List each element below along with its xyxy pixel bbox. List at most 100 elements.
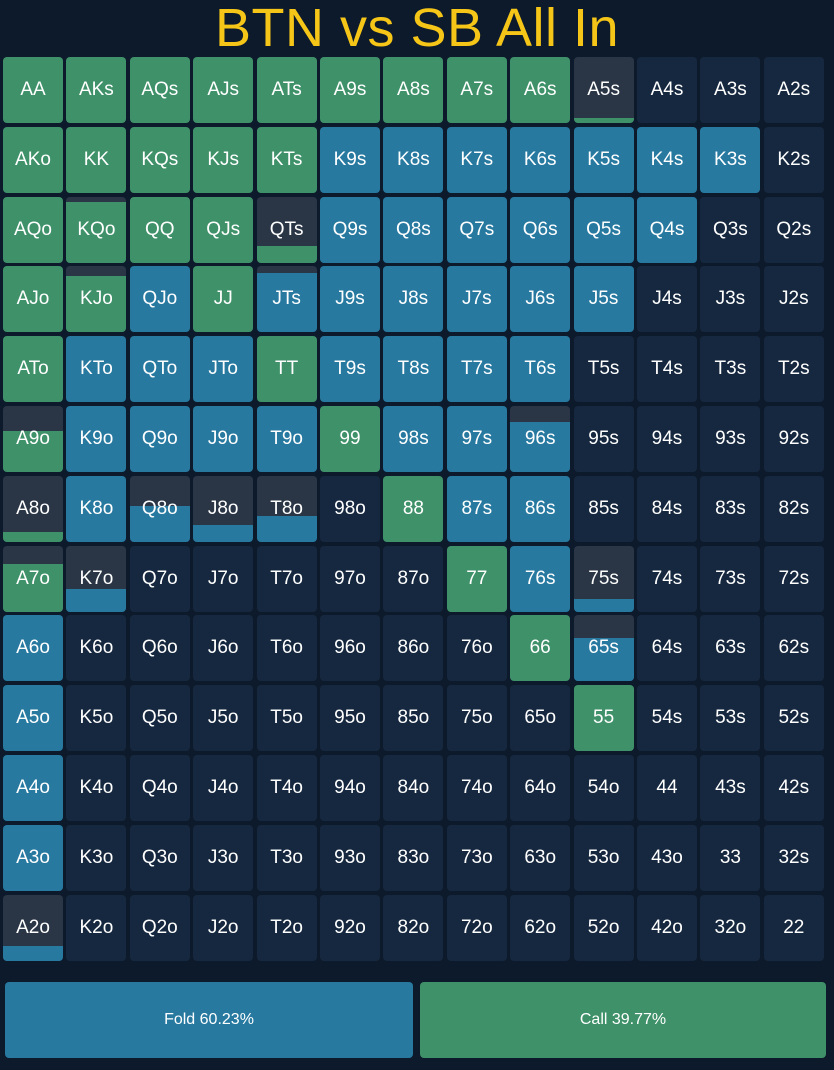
hand-cell[interactable]: 98s	[383, 406, 444, 472]
hand-cell[interactable]: 86s	[510, 475, 571, 542]
hand-cell[interactable]: K7s	[446, 126, 507, 193]
hand-cell[interactable]: 84o	[383, 755, 444, 821]
hand-cell[interactable]: JJ	[193, 266, 254, 333]
hand-cell[interactable]: J8o	[193, 475, 254, 542]
hand-cell[interactable]: Q3s	[700, 196, 761, 263]
call-legend-button[interactable]: Call 39.77%	[420, 982, 826, 1058]
hand-cell[interactable]: 72o	[446, 894, 507, 961]
hand-cell[interactable]: 43s	[700, 755, 761, 821]
hand-cell[interactable]: K4o	[66, 755, 127, 821]
hand-cell[interactable]: K8o	[66, 475, 127, 542]
hand-cell[interactable]: QTo	[129, 336, 190, 403]
hand-cell[interactable]: KQo	[66, 196, 127, 263]
hand-cell[interactable]: 63o	[510, 824, 571, 891]
hand-cell[interactable]: Q4o	[129, 755, 190, 821]
hand-cell[interactable]: 76o	[446, 615, 507, 682]
hand-cell[interactable]: 75s	[573, 545, 634, 612]
hand-cell[interactable]: 64o	[510, 755, 571, 821]
hand-cell[interactable]: ATs	[256, 57, 317, 123]
hand-cell[interactable]: 43o	[637, 824, 697, 891]
hand-cell[interactable]: AKo	[3, 126, 63, 193]
hand-cell[interactable]: T2o	[256, 894, 317, 961]
hand-cell[interactable]: 74o	[446, 755, 507, 821]
hand-cell[interactable]: 73s	[700, 545, 761, 612]
hand-cell[interactable]: JTs	[256, 266, 317, 333]
hand-cell[interactable]: J2s	[763, 266, 824, 333]
hand-cell[interactable]: 82o	[383, 894, 444, 961]
hand-cell[interactable]: K5o	[66, 685, 127, 752]
hand-cell[interactable]: T5o	[256, 685, 317, 752]
hand-cell[interactable]: Q3o	[129, 824, 190, 891]
hand-cell[interactable]: A8o	[3, 475, 63, 542]
hand-cell[interactable]: Q9s	[320, 196, 380, 263]
hand-cell[interactable]: J2o	[193, 894, 254, 961]
hand-cell[interactable]: AJo	[3, 266, 63, 333]
hand-cell[interactable]: 86o	[383, 615, 444, 682]
hand-cell[interactable]: K3o	[66, 824, 127, 891]
hand-cell[interactable]: 87s	[446, 475, 507, 542]
hand-cell[interactable]: 53o	[573, 824, 634, 891]
hand-cell[interactable]: K2o	[66, 894, 127, 961]
hand-cell[interactable]: KJs	[193, 126, 254, 193]
hand-cell[interactable]: J3s	[700, 266, 761, 333]
hand-cell[interactable]: QQ	[129, 196, 190, 263]
hand-cell[interactable]: AA	[3, 57, 63, 123]
hand-cell[interactable]: A6o	[3, 615, 63, 682]
hand-cell[interactable]: 85o	[383, 685, 444, 752]
hand-cell[interactable]: K3s	[700, 126, 761, 193]
fold-legend-button[interactable]: Fold 60.23%	[5, 982, 413, 1058]
hand-cell[interactable]: QJo	[129, 266, 190, 333]
hand-cell[interactable]: 42s	[763, 755, 824, 821]
hand-cell[interactable]: 93o	[320, 824, 380, 891]
hand-cell[interactable]: A7s	[446, 57, 507, 123]
hand-cell[interactable]: 73o	[446, 824, 507, 891]
hand-cell[interactable]: AQs	[129, 57, 190, 123]
hand-cell[interactable]: T4s	[637, 336, 697, 403]
hand-cell[interactable]: Q2o	[129, 894, 190, 961]
hand-cell[interactable]: 97o	[320, 545, 380, 612]
hand-cell[interactable]: K6o	[66, 615, 127, 682]
hand-cell[interactable]: J6s	[510, 266, 571, 333]
hand-cell[interactable]: T9s	[320, 336, 380, 403]
hand-cell[interactable]: K8s	[383, 126, 444, 193]
hand-cell[interactable]: 92s	[763, 406, 824, 472]
hand-cell[interactable]: T7s	[446, 336, 507, 403]
hand-cell[interactable]: 32s	[763, 824, 824, 891]
hand-cell[interactable]: J8s	[383, 266, 444, 333]
hand-cell[interactable]: K5s	[573, 126, 634, 193]
hand-cell[interactable]: 87o	[383, 545, 444, 612]
hand-cell[interactable]: K9o	[66, 406, 127, 472]
hand-cell[interactable]: 75o	[446, 685, 507, 752]
hand-cell[interactable]: Q8o	[129, 475, 190, 542]
hand-cell[interactable]: 76s	[510, 545, 571, 612]
hand-cell[interactable]: 99	[320, 406, 380, 472]
hand-cell[interactable]: AQo	[3, 196, 63, 263]
hand-cell[interactable]: 94o	[320, 755, 380, 821]
hand-cell[interactable]: J5o	[193, 685, 254, 752]
hand-cell[interactable]: ATo	[3, 336, 63, 403]
hand-cell[interactable]: 92o	[320, 894, 380, 961]
hand-cell[interactable]: 52o	[573, 894, 634, 961]
hand-cell[interactable]: 32o	[700, 894, 761, 961]
hand-cell[interactable]: 53s	[700, 685, 761, 752]
hand-cell[interactable]: Q5o	[129, 685, 190, 752]
hand-cell[interactable]: 63s	[700, 615, 761, 682]
hand-cell[interactable]: Q7s	[446, 196, 507, 263]
hand-cell[interactable]: A9s	[320, 57, 380, 123]
hand-cell[interactable]: JTo	[193, 336, 254, 403]
hand-cell[interactable]: A5o	[3, 685, 63, 752]
hand-cell[interactable]: 98o	[320, 475, 380, 542]
hand-cell[interactable]: T5s	[573, 336, 634, 403]
hand-cell[interactable]: T6o	[256, 615, 317, 682]
hand-cell[interactable]: Q9o	[129, 406, 190, 472]
hand-cell[interactable]: Q5s	[573, 196, 634, 263]
hand-cell[interactable]: J6o	[193, 615, 254, 682]
hand-cell[interactable]: A3s	[700, 57, 761, 123]
hand-cell[interactable]: K9s	[320, 126, 380, 193]
hand-cell[interactable]: 44	[637, 755, 697, 821]
hand-cell[interactable]: J4s	[637, 266, 697, 333]
hand-cell[interactable]: A4o	[3, 755, 63, 821]
hand-cell[interactable]: J7s	[446, 266, 507, 333]
hand-cell[interactable]: QTs	[256, 196, 317, 263]
hand-cell[interactable]: A7o	[3, 545, 63, 612]
